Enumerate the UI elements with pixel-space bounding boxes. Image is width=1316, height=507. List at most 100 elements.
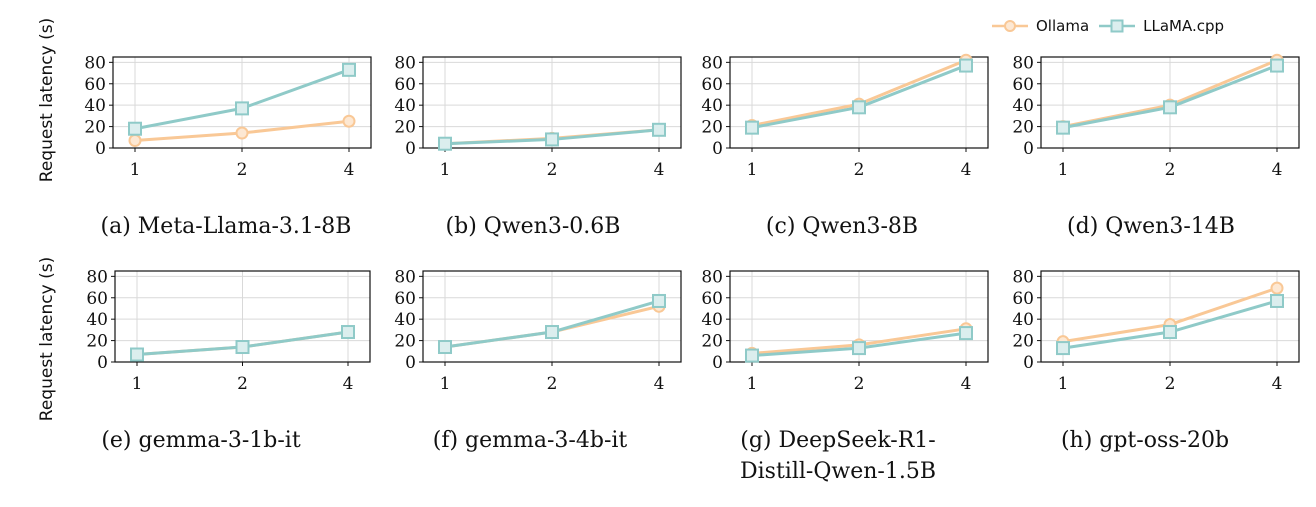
y-tick-label: 60 bbox=[701, 289, 723, 309]
x-tick-label: 1 bbox=[747, 374, 758, 394]
x-tick-label: 2 bbox=[1165, 160, 1176, 180]
y-tick-label: 40 bbox=[1012, 96, 1034, 116]
data-point-llamacpp bbox=[235, 101, 249, 116]
data-point-ollama bbox=[1270, 281, 1284, 295]
x-tick-label: 1 bbox=[132, 374, 143, 394]
series-line-ollama bbox=[136, 330, 349, 357]
x-tick-label: 2 bbox=[237, 160, 248, 180]
data-point-llamacpp bbox=[1270, 293, 1284, 308]
y-tick-label: 80 bbox=[1012, 267, 1034, 287]
data-point-ollama bbox=[852, 338, 866, 352]
data-point-llamacpp bbox=[959, 326, 973, 341]
legend-marker-llamacpp bbox=[1099, 19, 1136, 33]
y-tick-label: 20 bbox=[86, 332, 108, 352]
x-tick-label: 1 bbox=[747, 160, 758, 180]
data-point-llamacpp bbox=[745, 120, 759, 135]
legend-item-ollama: Ollama bbox=[990, 17, 1089, 35]
data-point-ollama bbox=[438, 340, 452, 354]
data-point-ollama bbox=[745, 119, 759, 133]
plot-frame bbox=[729, 270, 989, 363]
data-point-llamacpp bbox=[652, 122, 666, 137]
legend-marker-ollama bbox=[992, 20, 1028, 32]
plot-frame bbox=[1040, 56, 1300, 149]
data-point-llamacpp bbox=[1270, 58, 1284, 73]
subfigure-caption: (h) gpt-oss-20b bbox=[1060, 428, 1230, 453]
data-point-ollama bbox=[959, 322, 973, 336]
y-tick-label: 60 bbox=[394, 75, 416, 95]
x-tick-label: 1 bbox=[440, 160, 451, 180]
data-point-ollama bbox=[959, 53, 973, 67]
data-point-llamacpp bbox=[342, 62, 356, 77]
x-tick-label: 4 bbox=[654, 160, 665, 180]
legend-label-llamacpp: LLaMA.cpp bbox=[1143, 17, 1225, 35]
data-point-ollama bbox=[1270, 53, 1284, 67]
y-tick-label: 0 bbox=[712, 353, 723, 373]
legend: Ollama LLaMA.cpp bbox=[990, 14, 1232, 38]
y-tick-label: 60 bbox=[394, 289, 416, 309]
x-tick-label: 4 bbox=[1272, 160, 1283, 180]
subfigure-caption: (f) gemma-3-4b-it bbox=[432, 428, 628, 453]
data-point-ollama bbox=[235, 126, 249, 140]
x-tick-label: 1 bbox=[1058, 374, 1069, 394]
data-point-ollama bbox=[342, 114, 356, 128]
y-tick-label: 20 bbox=[394, 332, 416, 352]
data-point-llamacpp bbox=[959, 58, 973, 73]
y-tick-label: 40 bbox=[86, 310, 108, 330]
data-point-ollama bbox=[128, 134, 142, 148]
x-tick-label: 2 bbox=[547, 374, 558, 394]
y-tick-label: 0 bbox=[1023, 139, 1034, 159]
x-tick-label: 4 bbox=[654, 374, 665, 394]
data-point-ollama bbox=[545, 325, 559, 339]
subfigure-caption: (g) DeepSeek-R1- Distill-Qwen-1.5B bbox=[740, 428, 936, 484]
data-point-llamacpp bbox=[1163, 100, 1177, 115]
data-point-llamacpp bbox=[545, 325, 559, 340]
data-point-ollama bbox=[1056, 120, 1070, 134]
plot-frame bbox=[1040, 270, 1300, 363]
data-point-llamacpp bbox=[438, 136, 452, 151]
data-point-llamacpp bbox=[745, 348, 759, 363]
series-line-ollama bbox=[1062, 58, 1278, 129]
y-tick-label: 40 bbox=[701, 310, 723, 330]
data-point-ollama bbox=[652, 123, 666, 137]
data-point-ollama bbox=[130, 348, 144, 362]
plot-frame bbox=[422, 270, 682, 363]
x-tick-label: 4 bbox=[343, 374, 354, 394]
x-tick-label: 1 bbox=[1058, 160, 1069, 180]
y-tick-label: 40 bbox=[394, 96, 416, 116]
y-tick-label: 40 bbox=[394, 310, 416, 330]
series-line-llamacpp bbox=[444, 128, 660, 146]
x-tick-label: 4 bbox=[961, 160, 972, 180]
legend-label-ollama: Ollama bbox=[1036, 17, 1090, 35]
series-line-ollama bbox=[751, 58, 967, 127]
series-line-llamacpp bbox=[751, 64, 967, 130]
data-point-llamacpp bbox=[1163, 325, 1177, 340]
y-axis-label-top: Request latency (s) bbox=[37, 17, 57, 183]
data-point-ollama bbox=[745, 346, 759, 360]
data-point-llamacpp bbox=[130, 347, 144, 362]
series-line-llamacpp bbox=[1062, 299, 1278, 350]
plot-frame bbox=[114, 270, 371, 363]
data-point-llamacpp bbox=[852, 100, 866, 115]
y-tick-label: 80 bbox=[86, 267, 108, 287]
y-tick-label: 20 bbox=[701, 332, 723, 352]
data-point-ollama bbox=[438, 137, 452, 151]
x-tick-label: 2 bbox=[547, 160, 558, 180]
series-line-ollama bbox=[444, 304, 660, 349]
data-point-ollama bbox=[1163, 98, 1177, 112]
data-point-ollama bbox=[652, 299, 666, 313]
y-tick-label: 20 bbox=[394, 118, 416, 138]
x-tick-label: 2 bbox=[854, 374, 865, 394]
y-tick-label: 40 bbox=[84, 96, 106, 116]
y-tick-label: 60 bbox=[701, 75, 723, 95]
data-point-llamacpp bbox=[545, 132, 559, 147]
y-tick-label: 80 bbox=[394, 53, 416, 73]
y-axis-label-bottom: Request latency (s) bbox=[37, 256, 57, 422]
x-tick-label: 2 bbox=[1165, 374, 1176, 394]
